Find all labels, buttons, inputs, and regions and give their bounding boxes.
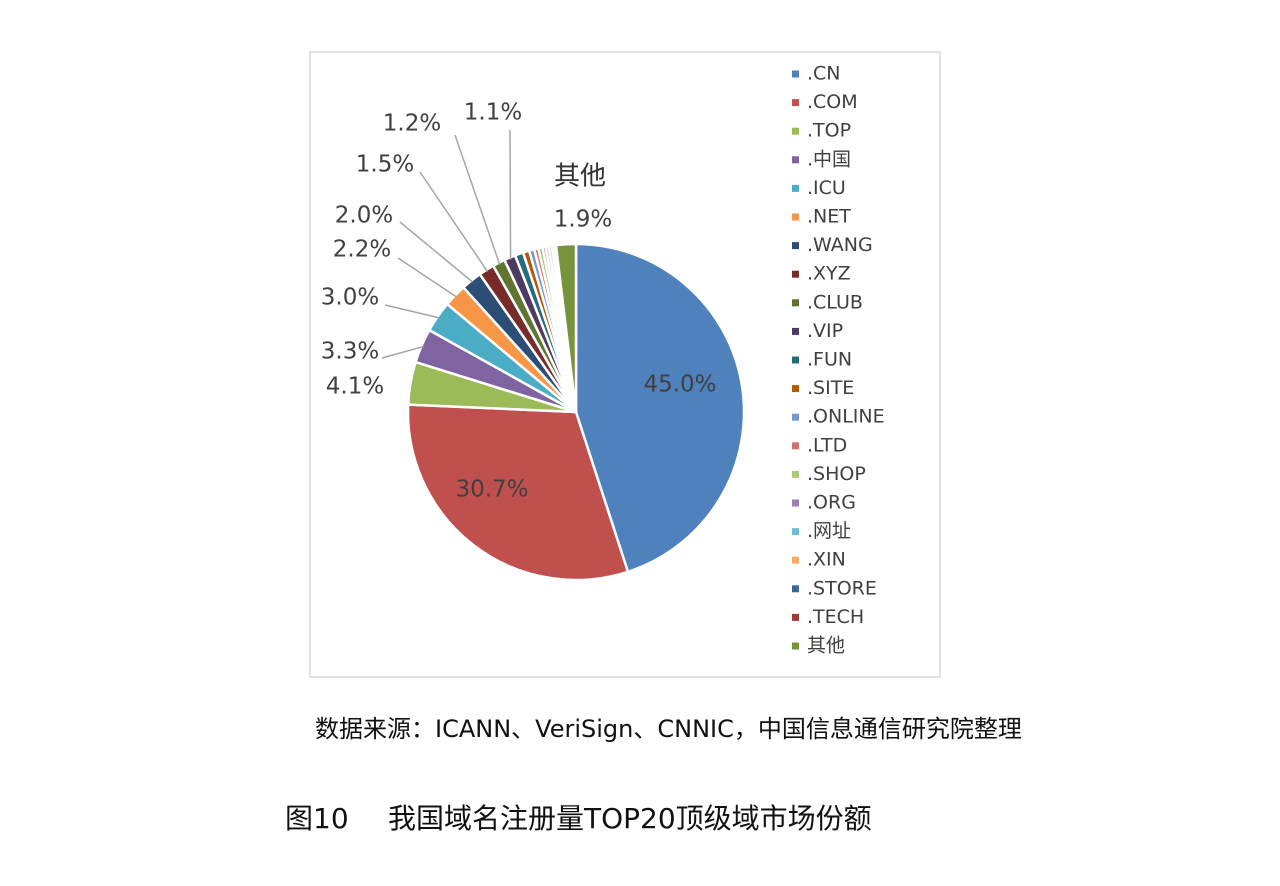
legend-swatch xyxy=(792,156,799,164)
legend-label: .FUN xyxy=(807,349,852,371)
leader-line xyxy=(454,134,501,265)
legend-label: .XYZ xyxy=(807,263,851,285)
legend-swatch xyxy=(792,499,799,507)
legend-label: .XIN xyxy=(807,549,846,571)
pie-slice xyxy=(406,403,630,582)
value-label: 3.0% xyxy=(321,285,379,311)
value-label: 3.3% xyxy=(321,339,379,365)
legend-label: .SHOP xyxy=(807,463,866,485)
legend-swatch xyxy=(792,556,799,564)
leader-line xyxy=(381,345,424,359)
legend-label: .网址 xyxy=(807,520,851,542)
legend-swatch xyxy=(792,70,799,78)
legend-swatch xyxy=(792,356,799,364)
value-label: 4.1% xyxy=(326,374,384,400)
legend-swatch xyxy=(792,470,799,478)
legend-swatch xyxy=(792,585,799,593)
legend-label: .CLUB xyxy=(807,291,863,313)
legend-swatch xyxy=(792,184,799,192)
legend-swatch xyxy=(792,642,799,650)
legend-label: .TECH xyxy=(807,606,864,628)
chart-title: 我国域名注册量TOP20顶级域市场份额 xyxy=(388,802,872,835)
legend-label: .STORE xyxy=(807,577,877,599)
legend-swatch xyxy=(792,299,799,307)
leader-line xyxy=(397,257,457,298)
pie-slice xyxy=(574,242,746,574)
legend-label: .VIP xyxy=(807,320,843,342)
legend-swatch xyxy=(792,213,799,221)
value-label: 30.7% xyxy=(455,477,528,503)
source-note: 数据来源：ICANN、VeriSign、CNNIC，中国信息通信研究院整理 xyxy=(315,715,1022,743)
legend-swatch xyxy=(792,413,799,421)
leader-line xyxy=(384,304,440,319)
legend-label: .ICU xyxy=(807,177,846,199)
leader-line xyxy=(509,129,512,260)
legend-label: .ORG xyxy=(807,492,856,514)
legend-label: .TOP xyxy=(807,120,851,142)
value-label: 2.0% xyxy=(335,203,393,229)
value-label: 1.2% xyxy=(383,111,441,137)
legend-label: .ONLINE xyxy=(807,406,885,428)
legend-swatch xyxy=(792,327,799,335)
leader-line xyxy=(399,221,474,283)
legend-label: .WANG xyxy=(807,234,873,256)
value-label: 2.2% xyxy=(333,237,391,263)
legend-label: .COM xyxy=(807,91,858,113)
legend-swatch xyxy=(792,613,799,621)
value-label: 1.5% xyxy=(356,152,414,178)
leader-line xyxy=(419,171,489,272)
legend-swatch xyxy=(792,528,799,536)
legend-label: 其他 xyxy=(807,635,845,657)
legend-swatch xyxy=(792,127,799,135)
legend-swatch xyxy=(792,270,799,278)
value-label: 1.1% xyxy=(464,100,522,126)
legend-label: .LTD xyxy=(807,434,847,456)
figure-number: 图10 xyxy=(285,802,349,835)
pie-slice xyxy=(554,242,578,413)
legend-label: .CN xyxy=(807,63,841,85)
legend-swatch xyxy=(792,385,799,393)
legend-swatch xyxy=(792,99,799,107)
legend-label: .NET xyxy=(807,206,851,228)
legend-label: .中国 xyxy=(807,148,851,170)
legend-label: .SITE xyxy=(807,377,854,399)
legend-swatch xyxy=(792,442,799,450)
legend-swatch xyxy=(792,242,799,250)
value-label: 45.0% xyxy=(643,372,716,398)
slice-category-label: 其他 xyxy=(554,162,606,192)
value-label: 1.9% xyxy=(554,207,612,233)
